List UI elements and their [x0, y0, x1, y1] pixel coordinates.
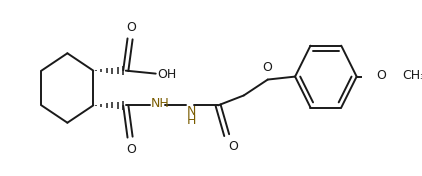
- Text: OH: OH: [157, 68, 177, 81]
- Text: H: H: [187, 114, 196, 127]
- Text: O: O: [376, 69, 386, 82]
- Text: N: N: [187, 105, 196, 118]
- Text: O: O: [126, 21, 136, 34]
- Text: NH: NH: [151, 97, 169, 110]
- Text: O: O: [228, 140, 238, 153]
- Text: O: O: [126, 143, 136, 156]
- Text: CH₃: CH₃: [402, 69, 422, 82]
- Text: O: O: [262, 61, 272, 74]
